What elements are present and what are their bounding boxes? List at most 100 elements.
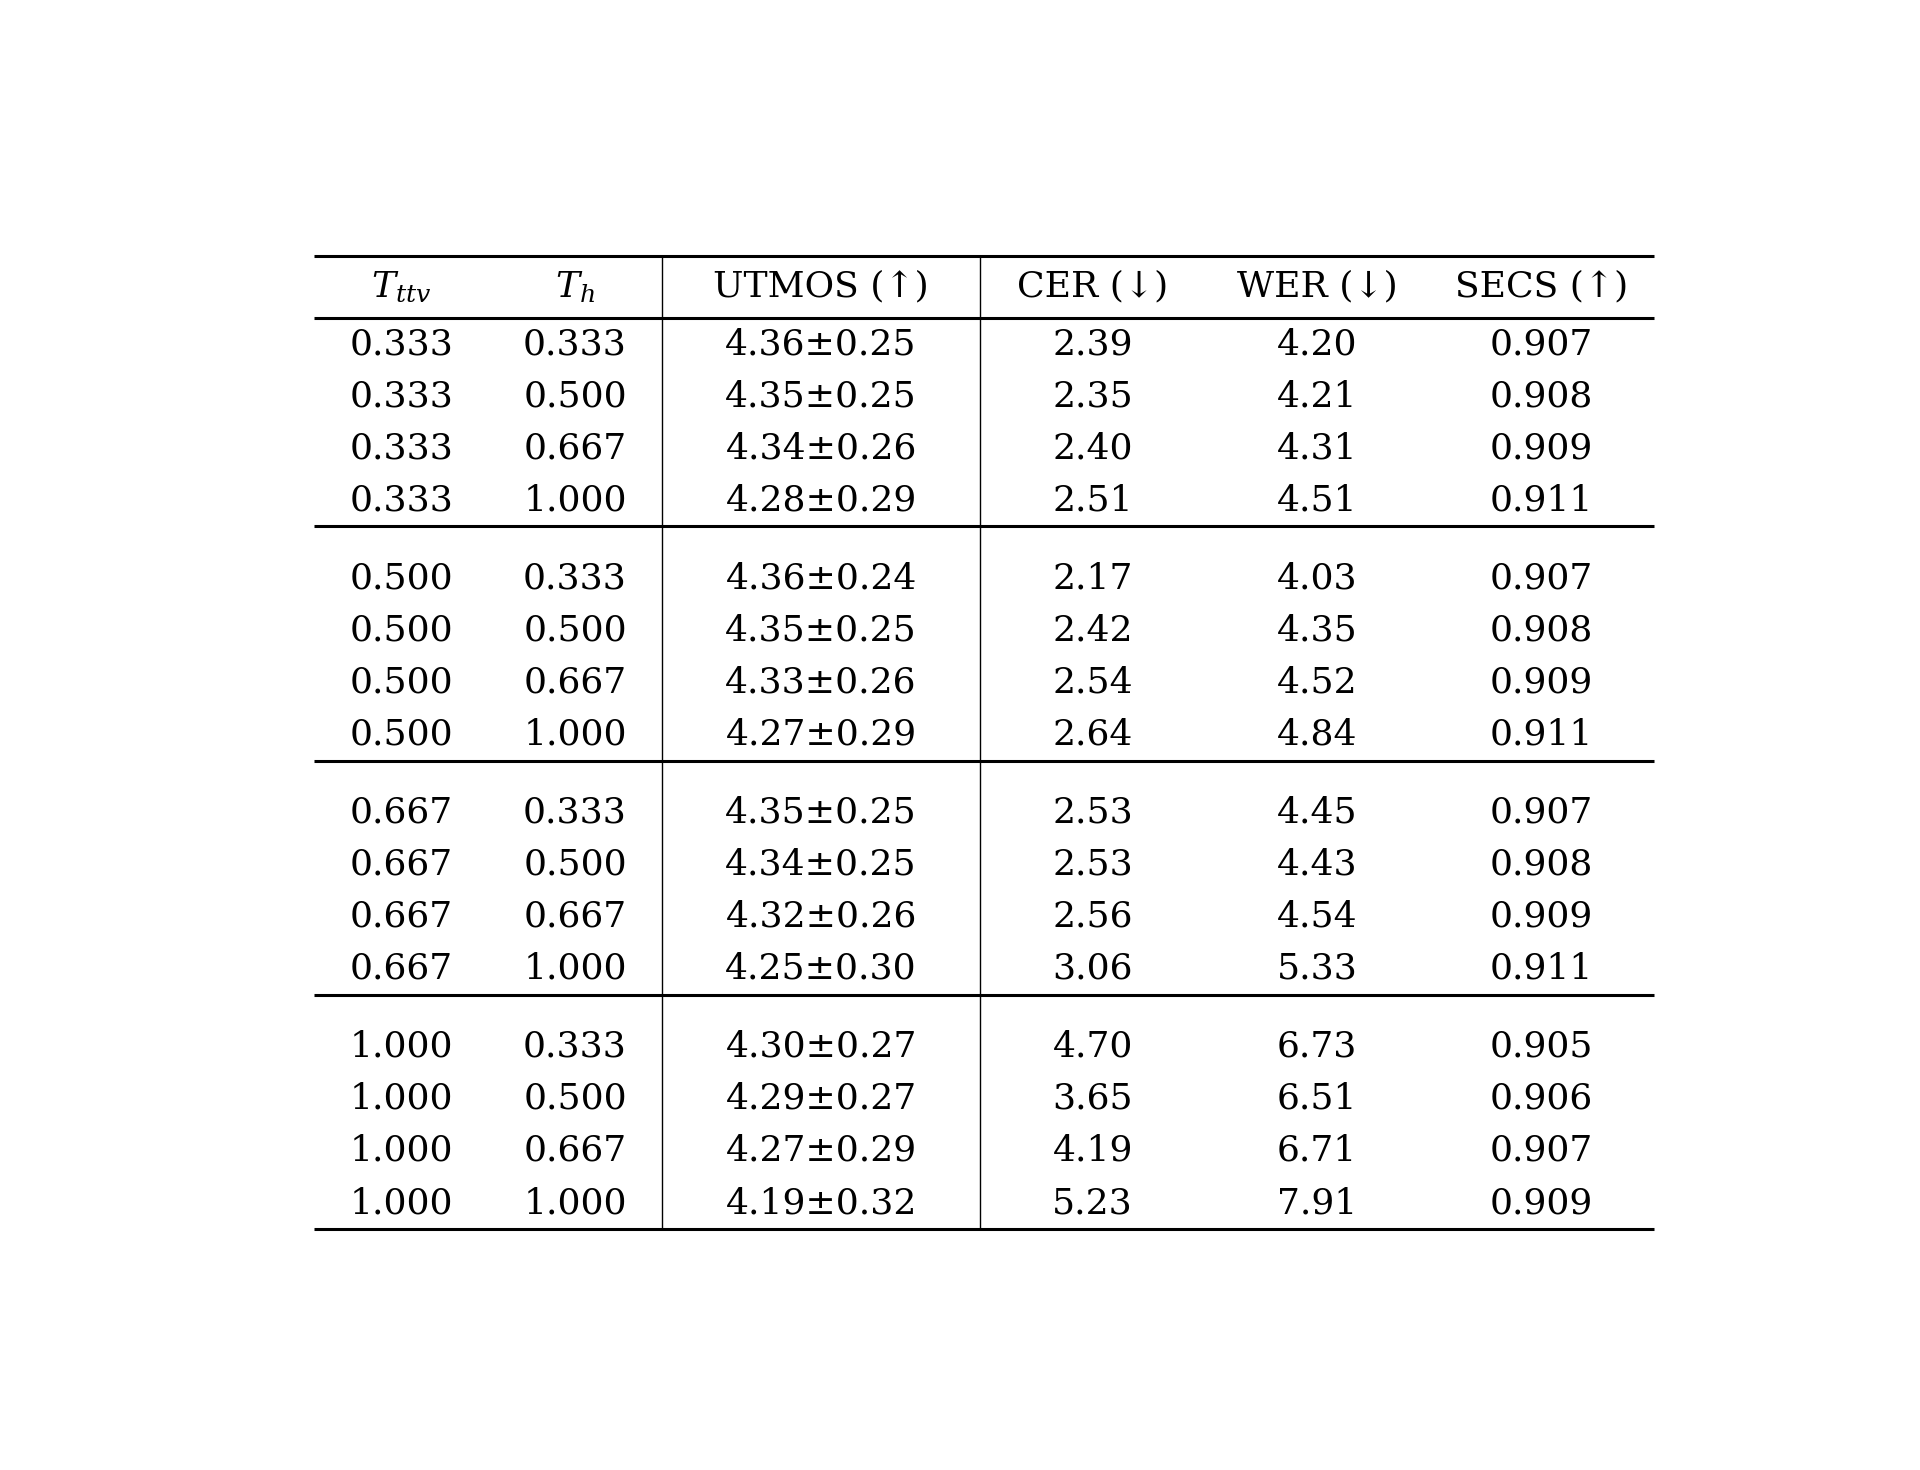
Text: 4.20: 4.20 xyxy=(1277,328,1357,362)
Text: 4.34±0.26: 4.34±0.26 xyxy=(726,431,918,465)
Text: 1.000: 1.000 xyxy=(349,1186,453,1220)
Text: SECS (↑): SECS (↑) xyxy=(1455,270,1628,304)
Text: 0.333: 0.333 xyxy=(349,379,453,413)
Text: 0.667: 0.667 xyxy=(349,900,453,933)
Text: 4.03: 4.03 xyxy=(1277,562,1357,595)
Text: 0.667: 0.667 xyxy=(349,848,453,882)
Text: 4.27±0.29: 4.27±0.29 xyxy=(726,717,916,751)
Text: 0.500: 0.500 xyxy=(522,1082,626,1116)
Text: 2.56: 2.56 xyxy=(1052,900,1133,933)
Text: CER (↓): CER (↓) xyxy=(1018,270,1167,304)
Text: 0.667: 0.667 xyxy=(524,900,626,933)
Text: 4.34±0.25: 4.34±0.25 xyxy=(726,848,918,882)
Text: 4.32±0.26: 4.32±0.26 xyxy=(726,900,918,933)
Text: 4.31: 4.31 xyxy=(1277,431,1357,465)
Text: 1.000: 1.000 xyxy=(524,484,626,517)
Text: 4.43: 4.43 xyxy=(1277,848,1357,882)
Text: 4.19: 4.19 xyxy=(1052,1133,1133,1169)
Text: 2.53: 2.53 xyxy=(1052,795,1133,829)
Text: 1.000: 1.000 xyxy=(524,717,626,751)
Text: 0.667: 0.667 xyxy=(524,1133,626,1169)
Text: 0.905: 0.905 xyxy=(1490,1030,1594,1064)
Text: 0.908: 0.908 xyxy=(1490,848,1594,882)
Text: 2.64: 2.64 xyxy=(1052,717,1133,751)
Text: 4.36±0.24: 4.36±0.24 xyxy=(726,562,918,595)
Text: 1.000: 1.000 xyxy=(349,1030,453,1064)
Text: 0.500: 0.500 xyxy=(349,562,453,595)
Text: 4.35±0.25: 4.35±0.25 xyxy=(726,379,918,413)
Text: 2.17: 2.17 xyxy=(1052,562,1133,595)
Text: 0.911: 0.911 xyxy=(1490,717,1594,751)
Text: 7.91: 7.91 xyxy=(1277,1186,1357,1220)
Text: 4.19±0.32: 4.19±0.32 xyxy=(726,1186,918,1220)
Text: 4.30±0.27: 4.30±0.27 xyxy=(726,1030,918,1064)
Text: 0.909: 0.909 xyxy=(1490,666,1594,700)
Text: 0.908: 0.908 xyxy=(1490,379,1594,413)
Text: 4.29±0.27: 4.29±0.27 xyxy=(726,1082,916,1116)
Text: 6.73: 6.73 xyxy=(1277,1030,1357,1064)
Text: $T_h$: $T_h$ xyxy=(555,269,595,304)
Text: 4.25±0.30: 4.25±0.30 xyxy=(726,951,918,986)
Text: 4.70: 4.70 xyxy=(1052,1030,1133,1064)
Text: 0.907: 0.907 xyxy=(1490,562,1594,595)
Text: 4.33±0.26: 4.33±0.26 xyxy=(726,666,918,700)
Text: 4.54: 4.54 xyxy=(1277,900,1357,933)
Text: 4.36±0.25: 4.36±0.25 xyxy=(726,328,918,362)
Text: 0.909: 0.909 xyxy=(1490,1186,1594,1220)
Text: 0.667: 0.667 xyxy=(524,666,626,700)
Text: 0.333: 0.333 xyxy=(522,562,628,595)
Text: 0.333: 0.333 xyxy=(522,1030,628,1064)
Text: 0.333: 0.333 xyxy=(522,328,628,362)
Text: 0.907: 0.907 xyxy=(1490,795,1594,829)
Text: 0.907: 0.907 xyxy=(1490,1133,1594,1169)
Text: 0.333: 0.333 xyxy=(349,431,453,465)
Text: 4.28±0.29: 4.28±0.29 xyxy=(726,484,916,517)
Text: 0.907: 0.907 xyxy=(1490,328,1594,362)
Text: 5.33: 5.33 xyxy=(1277,951,1357,986)
Text: 4.45: 4.45 xyxy=(1277,795,1357,829)
Text: 4.52: 4.52 xyxy=(1277,666,1357,700)
Text: 4.27±0.29: 4.27±0.29 xyxy=(726,1133,916,1169)
Text: 0.667: 0.667 xyxy=(349,795,453,829)
Text: 4.35±0.25: 4.35±0.25 xyxy=(726,613,918,647)
Text: 0.500: 0.500 xyxy=(522,848,626,882)
Text: UTMOS (↑): UTMOS (↑) xyxy=(712,270,929,304)
Text: 3.06: 3.06 xyxy=(1052,951,1133,986)
Text: 0.500: 0.500 xyxy=(349,717,453,751)
Text: 0.911: 0.911 xyxy=(1490,484,1594,517)
Text: 0.333: 0.333 xyxy=(349,484,453,517)
Text: 0.500: 0.500 xyxy=(522,379,626,413)
Text: 4.35±0.25: 4.35±0.25 xyxy=(726,795,918,829)
Text: 1.000: 1.000 xyxy=(349,1082,453,1116)
Text: 2.54: 2.54 xyxy=(1052,666,1133,700)
Text: 0.667: 0.667 xyxy=(349,951,453,986)
Text: 0.500: 0.500 xyxy=(349,666,453,700)
Text: 0.500: 0.500 xyxy=(522,613,626,647)
Text: 2.53: 2.53 xyxy=(1052,848,1133,882)
Text: $T_{ttv}$: $T_{ttv}$ xyxy=(371,269,432,304)
Text: 6.51: 6.51 xyxy=(1277,1082,1357,1116)
Text: 2.42: 2.42 xyxy=(1052,613,1133,647)
Text: 1.000: 1.000 xyxy=(349,1133,453,1169)
Text: 2.39: 2.39 xyxy=(1052,328,1133,362)
Text: 4.35: 4.35 xyxy=(1277,613,1357,647)
Text: 0.333: 0.333 xyxy=(522,795,628,829)
Text: 0.909: 0.909 xyxy=(1490,900,1594,933)
Text: 0.333: 0.333 xyxy=(349,328,453,362)
Text: 0.908: 0.908 xyxy=(1490,613,1594,647)
Text: 0.906: 0.906 xyxy=(1490,1082,1594,1116)
Text: 2.40: 2.40 xyxy=(1052,431,1133,465)
Text: 5.23: 5.23 xyxy=(1052,1186,1133,1220)
Text: 1.000: 1.000 xyxy=(524,951,626,986)
Text: 1.000: 1.000 xyxy=(524,1186,626,1220)
Text: 4.51: 4.51 xyxy=(1277,484,1357,517)
Text: WER (↓): WER (↓) xyxy=(1236,270,1398,304)
Text: 0.667: 0.667 xyxy=(524,431,626,465)
Text: 6.71: 6.71 xyxy=(1277,1133,1357,1169)
Text: 3.65: 3.65 xyxy=(1052,1082,1133,1116)
Text: 4.21: 4.21 xyxy=(1277,379,1357,413)
Text: 0.911: 0.911 xyxy=(1490,951,1594,986)
Text: 4.84: 4.84 xyxy=(1277,717,1357,751)
Text: 2.35: 2.35 xyxy=(1052,379,1133,413)
Text: 0.500: 0.500 xyxy=(349,613,453,647)
